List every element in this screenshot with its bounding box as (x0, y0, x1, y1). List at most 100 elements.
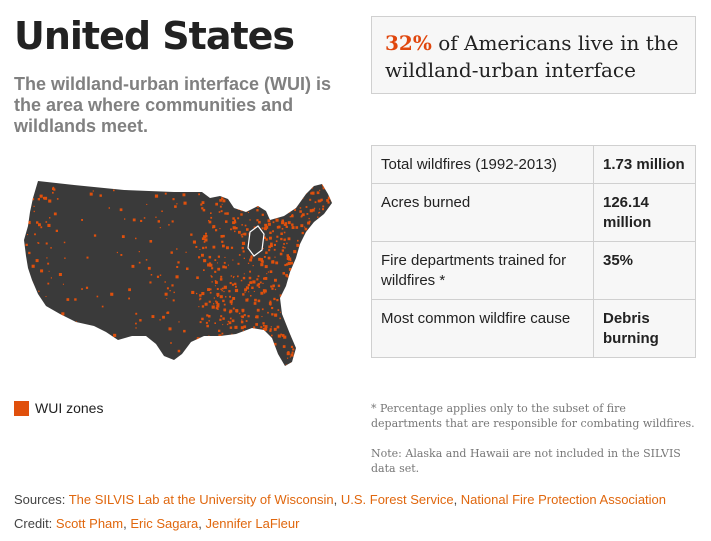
wui-zone-mark (331, 195, 332, 199)
wui-zone-mark (305, 233, 307, 235)
wui-zone-mark (291, 223, 294, 226)
wui-zone-mark (266, 347, 269, 350)
wui-zone-mark (260, 354, 262, 357)
wui-zone-mark (286, 255, 290, 260)
wui-zone-mark (329, 231, 332, 235)
wui-zone-mark (311, 191, 315, 195)
wui-zone-mark (277, 284, 281, 287)
wui-zone-mark (330, 222, 332, 227)
wui-zone-mark (223, 308, 227, 312)
wui-zone-mark (321, 219, 325, 223)
wui-zone-mark (192, 240, 196, 244)
wui-zone-mark (50, 367, 52, 369)
wui-zone-mark (222, 299, 225, 303)
credit-link-scott-pham[interactable]: Scott Pham (55, 516, 124, 531)
wui-zone-mark (221, 340, 225, 344)
wui-zone-mark (33, 205, 35, 207)
wui-zone-mark (271, 334, 273, 337)
wui-zone-mark (199, 340, 201, 343)
wui-zone-mark (320, 334, 323, 337)
wui-zone-mark (277, 359, 280, 362)
wui-zone-mark (86, 338, 90, 342)
wui-zone-mark (64, 257, 66, 259)
wui-zone-mark (216, 292, 220, 296)
wui-zone-mark (293, 280, 296, 283)
wui-zone-mark (219, 335, 223, 339)
wui-zone-mark (308, 247, 310, 249)
wui-zone-mark (282, 365, 285, 366)
source-link-silvis[interactable]: The SILVIS Lab at the University of Wisc… (68, 492, 334, 507)
wui-zone-mark (169, 290, 171, 292)
wui-zone-mark (251, 347, 254, 350)
wui-zone-mark (264, 358, 268, 362)
wui-zone-mark (331, 286, 332, 288)
wui-zone-mark (263, 184, 267, 188)
wui-zone-mark (212, 225, 216, 229)
wui-zone-mark (226, 323, 229, 326)
wui-zone-mark (333, 222, 334, 223)
wui-zone-mark (310, 315, 313, 318)
wui-zone-mark (199, 249, 201, 250)
wui-zone-mark (199, 299, 201, 301)
wui-zone-mark (330, 355, 332, 358)
wui-zone-mark (293, 250, 297, 254)
wui-zone-mark (314, 288, 317, 290)
wui-zone-mark (305, 256, 308, 259)
wui-zone-mark (175, 275, 179, 279)
wui-zone-mark (310, 355, 313, 359)
wui-zone-mark (297, 314, 301, 318)
wui-zone-mark (327, 250, 331, 254)
wui-zone-mark (207, 352, 209, 354)
wui-zone-mark (50, 247, 52, 249)
wui-zone-mark (256, 308, 260, 312)
wui-zone-mark (264, 223, 268, 227)
wui-zone-mark (291, 214, 294, 218)
wui-zone-mark (333, 235, 335, 237)
sources-line: Sources: The SILVIS Lab at the Universit… (14, 492, 667, 507)
wui-zone-mark (290, 289, 293, 291)
wui-zone-mark (324, 262, 327, 264)
footnote-percentage: * Percentage applies only to the subset … (371, 402, 695, 430)
wui-zone-mark (328, 367, 329, 368)
wui-zone-mark (44, 327, 46, 329)
wui-zone-mark (135, 237, 137, 240)
wui-zone-mark (159, 319, 161, 321)
wui-zone-mark (276, 299, 279, 302)
wui-zone-mark (322, 278, 326, 281)
wui-zone-mark (234, 325, 238, 329)
wui-zone-mark (200, 203, 203, 206)
wui-zone-mark (283, 243, 285, 245)
wui-zone-mark (295, 322, 299, 326)
wui-zone-mark (247, 315, 250, 318)
wui-zone-mark (229, 300, 233, 304)
wui-zone-mark (207, 263, 211, 267)
wui-zone-mark (317, 338, 320, 340)
wui-zone-mark (327, 201, 330, 204)
wui-zone-mark (317, 352, 320, 354)
wui-zone-mark (27, 234, 29, 236)
wui-zone-mark (303, 294, 305, 297)
wui-zone-mark (221, 290, 223, 292)
wui-zone-mark (209, 256, 211, 258)
wui-zone-mark (234, 282, 237, 285)
wui-zone-mark (281, 221, 285, 225)
wui-zone-mark (263, 324, 265, 327)
wui-zone-mark (61, 312, 65, 316)
wui-zone-mark (328, 286, 330, 288)
credit-link-jennifer-lafleur[interactable]: Jennifer LaFleur (205, 516, 300, 531)
wui-zone-mark (201, 292, 205, 296)
wui-zone-mark (168, 327, 172, 331)
legend-label: WUI zones (35, 400, 104, 416)
wui-zone-mark (284, 191, 287, 193)
source-link-forest-service[interactable]: U.S. Forest Service (340, 492, 454, 507)
wui-zone-mark (308, 220, 311, 223)
wui-zone-mark (314, 239, 316, 241)
wui-zone-mark (33, 345, 36, 348)
wui-zone-mark (224, 256, 226, 258)
wui-zone-mark (281, 298, 285, 302)
wui-zone-mark (319, 208, 321, 210)
wui-zone-mark (146, 203, 148, 205)
credit-link-eric-sagara[interactable]: Eric Sagara (130, 516, 199, 531)
source-link-nfpa[interactable]: National Fire Protection Association (460, 492, 667, 507)
wui-zone-mark (157, 220, 160, 223)
